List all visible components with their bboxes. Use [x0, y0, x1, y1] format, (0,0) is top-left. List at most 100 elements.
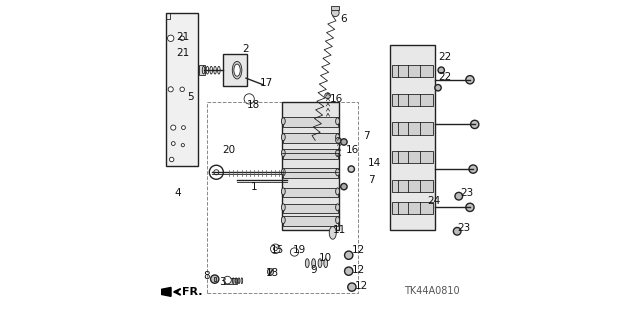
Circle shape [181, 144, 184, 147]
Circle shape [348, 283, 356, 291]
Ellipse shape [234, 64, 240, 76]
Circle shape [466, 203, 474, 211]
Text: TK44A0810: TK44A0810 [404, 286, 460, 296]
Text: 8: 8 [204, 271, 210, 281]
Text: 14: 14 [368, 158, 381, 168]
Bar [284, 133, 337, 143]
Bar [284, 149, 337, 159]
Text: 21: 21 [177, 48, 189, 58]
Circle shape [171, 125, 176, 130]
Text: 4: 4 [175, 188, 181, 198]
Text: 2: 2 [242, 44, 248, 55]
Ellipse shape [329, 226, 336, 239]
Bar [199, 65, 205, 75]
Text: 16: 16 [330, 94, 343, 104]
Ellipse shape [335, 188, 339, 195]
Text: FR.: FR. [182, 287, 203, 297]
Circle shape [332, 9, 339, 17]
Bar [224, 278, 237, 284]
Ellipse shape [335, 169, 339, 176]
Bar [390, 45, 435, 230]
Bar [284, 117, 337, 127]
Circle shape [268, 269, 274, 275]
Text: 13: 13 [266, 268, 279, 278]
Bar [392, 122, 433, 135]
Circle shape [469, 165, 477, 173]
Bar [284, 168, 337, 178]
Ellipse shape [335, 118, 339, 125]
Bar [223, 54, 246, 86]
Circle shape [170, 157, 174, 162]
Ellipse shape [282, 150, 285, 157]
Polygon shape [161, 287, 171, 296]
Text: 12: 12 [352, 245, 365, 256]
Bar [392, 65, 433, 77]
Text: 9: 9 [310, 264, 317, 275]
Circle shape [180, 36, 184, 41]
Ellipse shape [335, 204, 339, 211]
Bar [214, 277, 216, 281]
Circle shape [344, 251, 353, 259]
Circle shape [223, 276, 231, 284]
Bar [284, 204, 337, 213]
Circle shape [344, 267, 353, 275]
Circle shape [335, 137, 341, 143]
Ellipse shape [312, 259, 316, 268]
Bar [332, 6, 339, 10]
Text: 12: 12 [352, 264, 365, 275]
Circle shape [168, 35, 174, 41]
Ellipse shape [232, 61, 242, 79]
Bar [207, 102, 358, 293]
Bar [284, 188, 337, 197]
Ellipse shape [305, 259, 309, 268]
Text: 7: 7 [368, 175, 374, 185]
Text: 19: 19 [293, 245, 306, 256]
Text: 5: 5 [188, 92, 195, 102]
Ellipse shape [282, 217, 285, 224]
Text: 18: 18 [246, 100, 260, 110]
Text: 15: 15 [271, 245, 284, 256]
Bar [392, 180, 433, 192]
Circle shape [340, 139, 347, 145]
Text: 7: 7 [363, 130, 370, 141]
Circle shape [438, 67, 444, 73]
Circle shape [453, 227, 461, 235]
Bar [392, 202, 433, 214]
Ellipse shape [335, 134, 339, 141]
Circle shape [180, 87, 184, 92]
Text: 21: 21 [177, 32, 189, 42]
Text: 23: 23 [457, 223, 470, 233]
Circle shape [466, 76, 474, 84]
Circle shape [324, 93, 330, 99]
Text: 16: 16 [346, 145, 359, 155]
Circle shape [470, 120, 479, 129]
Text: 17: 17 [259, 78, 273, 88]
Ellipse shape [282, 118, 285, 125]
Bar [392, 94, 433, 106]
Ellipse shape [282, 169, 285, 176]
Circle shape [348, 166, 355, 172]
Bar [282, 102, 339, 230]
Circle shape [340, 183, 347, 190]
Text: 1: 1 [251, 182, 258, 192]
Text: 3: 3 [220, 277, 226, 287]
Ellipse shape [282, 134, 285, 141]
Ellipse shape [335, 217, 339, 224]
Ellipse shape [282, 204, 285, 211]
Text: 23: 23 [460, 188, 474, 198]
Text: 22: 22 [438, 71, 451, 82]
Text: 22: 22 [438, 52, 451, 63]
Circle shape [211, 275, 219, 283]
Circle shape [172, 142, 175, 145]
Text: 6: 6 [340, 14, 348, 24]
Ellipse shape [318, 259, 322, 268]
Text: 24: 24 [427, 196, 440, 206]
Circle shape [168, 87, 173, 92]
Text: 12: 12 [355, 280, 369, 291]
Bar [166, 13, 198, 166]
Ellipse shape [282, 188, 285, 195]
Circle shape [435, 85, 441, 91]
Text: 11: 11 [333, 225, 346, 235]
Text: 10: 10 [319, 253, 332, 263]
Bar [392, 151, 433, 163]
